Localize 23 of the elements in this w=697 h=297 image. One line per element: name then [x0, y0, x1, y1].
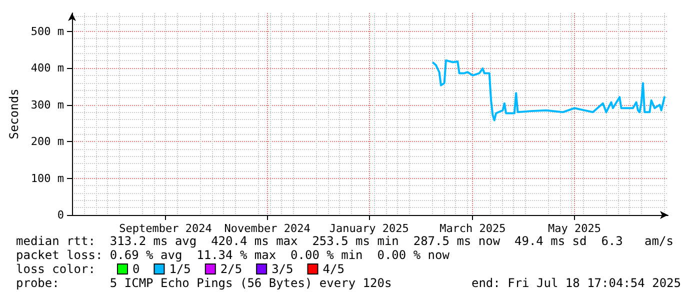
y-tick-label: 300 m — [30, 98, 64, 112]
legend-label: 0 — [132, 262, 140, 276]
text: probe: 5 ICMP Echo Pings (56 Bytes) every 120s — [16, 276, 392, 290]
legend-label: 1/5 — [169, 262, 191, 276]
x-tick-label: September 2024 — [119, 222, 212, 235]
text: loss color: — [16, 262, 96, 276]
y-axis-title: Seconds — [7, 88, 21, 140]
legend-label: 4/5 — [322, 262, 344, 276]
legend-label: 3/5 — [272, 262, 294, 276]
x-tick-label: May 2025 — [548, 222, 602, 235]
y-tick-label: 500 m — [30, 24, 64, 38]
y-tick-label: 200 m — [30, 135, 64, 148]
x-tick-label: March 2025 — [440, 222, 506, 235]
x-tick-label: November 2024 — [224, 222, 311, 235]
y-tick-label: 100 m — [30, 172, 64, 185]
y-tick-label: 400 m — [30, 62, 64, 75]
text: median rtt: 313.2 ms avg 420.4 ms max 253.5 ms min 287.5 ms now 49.4 ms sd 6.3 am/s — [16, 234, 674, 248]
legend-label: 2/5 — [220, 262, 242, 276]
y-tick-label: 0 — [57, 208, 64, 222]
text: end: Fri Jul 18 17:04:54 2025 — [471, 276, 681, 290]
line-series — [432, 59, 666, 122]
x-tick-label: January 2025 — [329, 222, 409, 235]
text: packet loss: 0.69 % avg 11.34 % max 0.00 % min 0.00 % now — [16, 248, 450, 262]
